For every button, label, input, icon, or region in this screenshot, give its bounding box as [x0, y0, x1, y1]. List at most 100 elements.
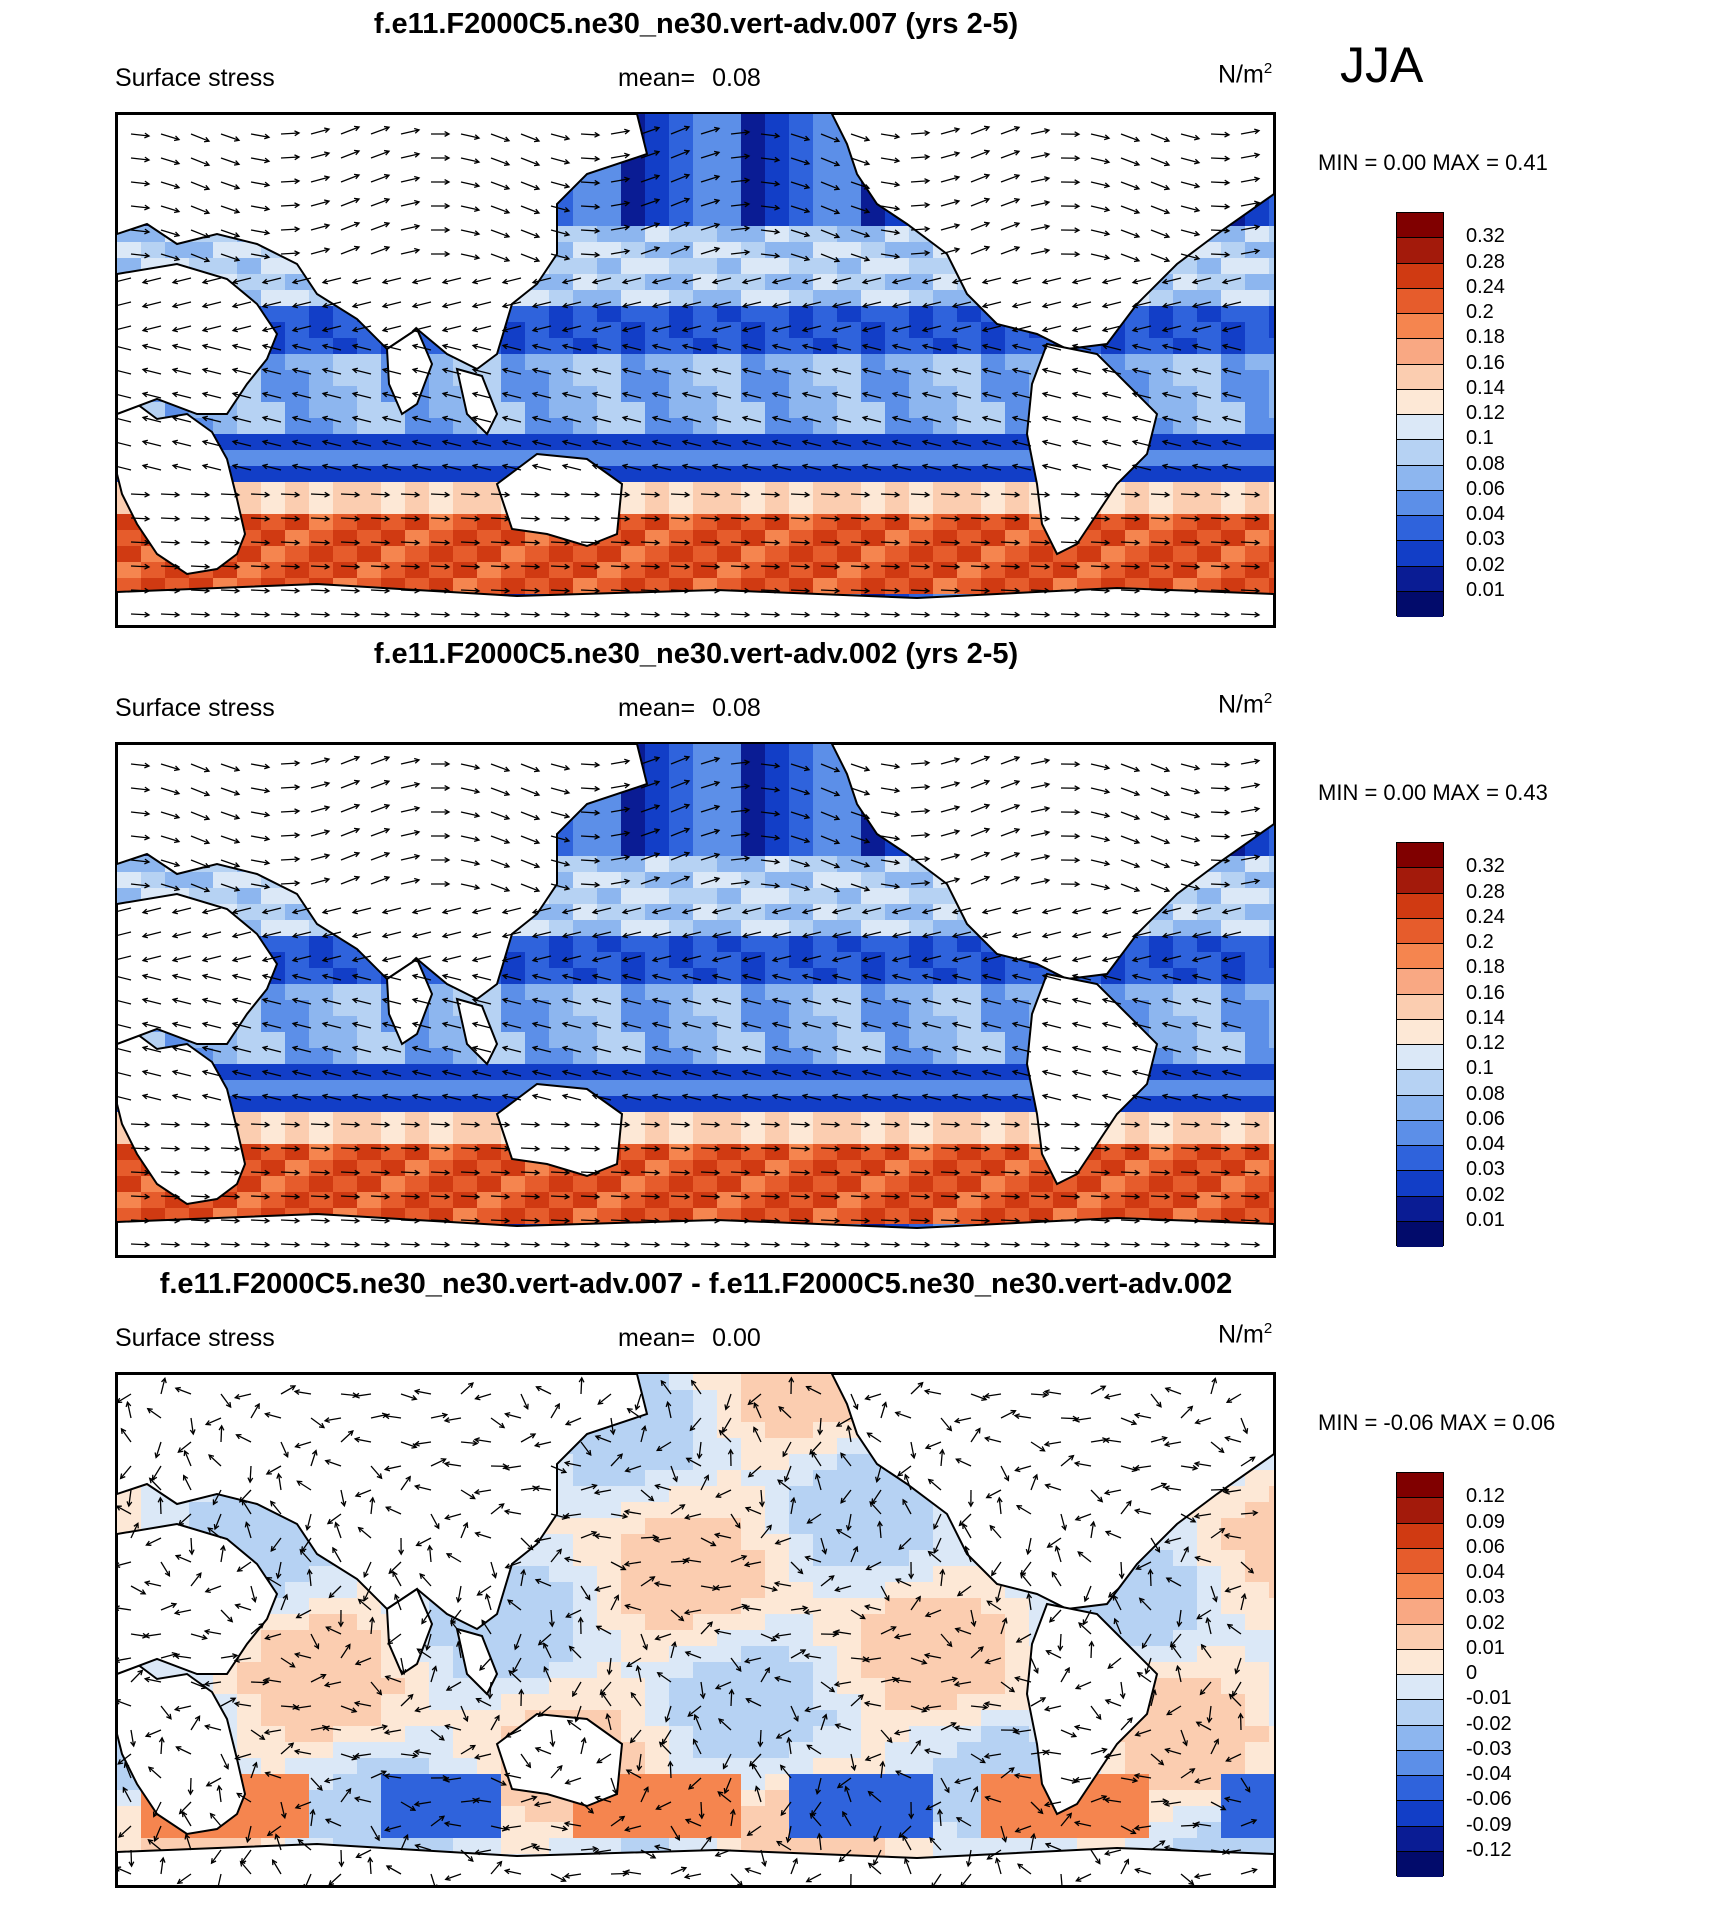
- colorbar-swatch: [1397, 1725, 1443, 1751]
- map-canvas: [117, 1374, 1274, 1886]
- colorbar-swatch: [1397, 1045, 1443, 1071]
- colorbar-swatch: [1397, 1574, 1443, 1600]
- colorbar-swatch: [1397, 566, 1443, 592]
- panel-3-variable-label: Surface stress: [115, 1324, 275, 1352]
- panel-1-mean-label: mean=: [618, 64, 696, 92]
- colorbar-tick-label: -0.03: [1466, 1737, 1512, 1760]
- colorbar-swatch: [1397, 994, 1443, 1020]
- panel-3-minmax: MIN = -0.06 MAX = 0.06: [1318, 1410, 1556, 1435]
- panel-3-colorbar: [1396, 1472, 1444, 1877]
- panel-3-units: N/m2: [1218, 1320, 1273, 1349]
- colorbar-swatch: [1397, 1473, 1443, 1499]
- colorbar-swatch: [1397, 1649, 1443, 1675]
- land-namerica: [830, 744, 1274, 981]
- colorbar-swatch: [1397, 1826, 1443, 1852]
- colorbar-tick-label: -0.06: [1466, 1788, 1512, 1811]
- colorbar-tick-label: 0.06: [1466, 1535, 1505, 1558]
- colorbar-swatch: [1397, 314, 1443, 340]
- land-samerica: [1025, 1602, 1159, 1816]
- land-africa: [117, 402, 247, 576]
- land-seasia: [455, 367, 499, 436]
- colorbar-swatch: [1397, 213, 1443, 239]
- colorbar-swatch: [1397, 1095, 1443, 1121]
- colorbar-tick-label: 0.08: [1466, 452, 1505, 475]
- land-eurasia: [117, 744, 649, 1001]
- colorbar-tick-label: 0.03: [1466, 1586, 1505, 1609]
- land-africaN: [117, 262, 279, 416]
- colorbar-tick-label: 0.32: [1466, 855, 1505, 878]
- colorbar-tick-label: 0.03: [1466, 528, 1505, 551]
- panel-3-title: f.e11.F2000C5.ne30_ne30.vert-adv.007 - f…: [159, 1268, 1233, 1300]
- colorbar-tick-label: 0.24: [1466, 905, 1505, 928]
- panel-1-mean-value: 0.08: [712, 64, 761, 92]
- colorbar-swatch: [1397, 591, 1443, 617]
- colorbar-swatch: [1397, 1750, 1443, 1776]
- land-namerica: [830, 114, 1274, 351]
- land-eurasia: [117, 1374, 649, 1631]
- land-masses: [117, 744, 1274, 1256]
- colorbar-swatch: [1397, 1776, 1443, 1802]
- colorbar-tick-label: 0.04: [1466, 1133, 1505, 1155]
- colorbar-swatch: [1397, 238, 1443, 264]
- land-australia: [495, 1712, 624, 1808]
- map-canvas: [117, 114, 1274, 626]
- colorbar-swatch: [1397, 1851, 1443, 1877]
- colorbar-swatch: [1397, 1700, 1443, 1726]
- panel-1-title: f.e11.F2000C5.ne30_ne30.vert-adv.007 (yr…: [373, 8, 1019, 40]
- colorbar-swatch: [1397, 944, 1443, 970]
- panel-2-title: f.e11.F2000C5.ne30_ne30.vert-adv.002 (yr…: [373, 638, 1019, 670]
- colorbar-swatch: [1397, 415, 1443, 441]
- colorbar-tick-label: 0.1: [1466, 427, 1494, 450]
- colorbar-tick-label: 0.04: [1466, 1561, 1505, 1583]
- colorbar-swatch: [1397, 339, 1443, 365]
- colorbar-tick-label: 0.18: [1466, 326, 1505, 349]
- panel-1-mean: mean= 0.08: [618, 64, 761, 93]
- colorbar-swatch: [1397, 389, 1443, 415]
- colorbar-swatch: [1397, 1498, 1443, 1524]
- colorbar-tick-label: -0.04: [1466, 1763, 1512, 1785]
- land-samerica: [1025, 972, 1159, 1186]
- colorbar-swatch: [1397, 1801, 1443, 1827]
- colorbar-swatch: [1397, 1171, 1443, 1197]
- colorbar-tick-label: 0.28: [1466, 880, 1505, 903]
- panel-3-mean: mean= 0.00: [618, 1324, 761, 1353]
- panel-2-colorbar-labels: 0.32 0.28 0.24 0.2 0.18 0.16 0.14 0.12 0.1 0.08 0.…: [1466, 842, 1546, 1246]
- panel-2-mean-label: mean=: [618, 694, 696, 722]
- colorbar-tick-label: -0.09: [1466, 1813, 1512, 1836]
- colorbar-tick-label: 0.28: [1466, 250, 1505, 273]
- colorbar-tick-label: 0.01: [1466, 1208, 1505, 1231]
- colorbar-tick-label: -0.01: [1466, 1687, 1512, 1710]
- colorbar-tick-label: -0.02: [1466, 1712, 1512, 1735]
- colorbar-swatch: [1397, 541, 1443, 567]
- panel-1-variable-label: Surface stress: [115, 64, 275, 92]
- colorbar-swatch: [1397, 1221, 1443, 1247]
- panel-1-units: N/m2: [1218, 60, 1273, 89]
- panel-3-map: [115, 1372, 1276, 1888]
- panel-2-minmax: MIN = 0.00 MAX = 0.43: [1318, 780, 1548, 805]
- colorbar-tick-label: 0.04: [1466, 503, 1505, 525]
- colorbar-swatch: [1397, 263, 1443, 289]
- colorbar-swatch: [1397, 1523, 1443, 1549]
- land-australia: [495, 1082, 624, 1178]
- colorbar-swatch: [1397, 1146, 1443, 1172]
- land-namerica: [830, 1374, 1274, 1611]
- colorbar-swatch: [1397, 1196, 1443, 1222]
- colorbar-tick-label: 0.16: [1466, 351, 1505, 374]
- wind-vectors: [117, 125, 1261, 618]
- colorbar-swatch: [1397, 1624, 1443, 1650]
- panel-1-colorbar: [1396, 212, 1444, 617]
- land-antarctic: [117, 1842, 1274, 1886]
- colorbar-swatch: [1397, 1019, 1443, 1045]
- colorbar-tick-label: 0.16: [1466, 981, 1505, 1004]
- panel-1-colorbar-labels: 0.32 0.28 0.24 0.2 0.18 0.16 0.14 0.12 0.1 0.08 0.…: [1466, 212, 1546, 616]
- colorbar-swatch: [1397, 490, 1443, 516]
- panel-2-map: [115, 742, 1276, 1258]
- colorbar-tick-label: 0.12: [1466, 1032, 1505, 1054]
- land-seasia: [455, 1627, 499, 1696]
- season-label: JJA: [1340, 37, 1424, 93]
- colorbar-swatch: [1397, 440, 1443, 466]
- panel-2-colorbar: [1396, 842, 1444, 1247]
- colorbar-swatch: [1397, 843, 1443, 869]
- land-australia: [495, 452, 624, 548]
- panel-2-mean: mean= 0.08: [618, 694, 761, 723]
